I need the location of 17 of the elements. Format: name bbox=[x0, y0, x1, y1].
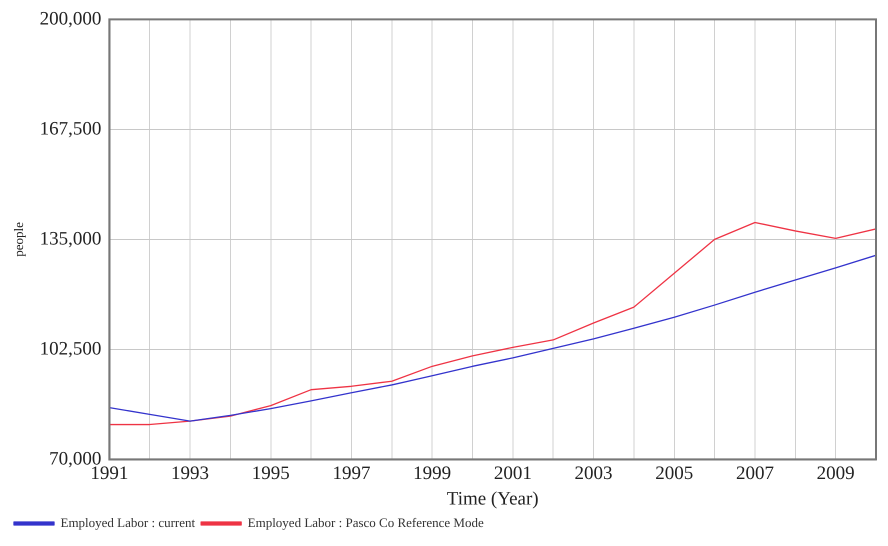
x-tick-label: 2001 bbox=[494, 462, 532, 484]
x-tick-label: 2005 bbox=[655, 462, 694, 484]
legend-label: Employed Labor : Pasco Co Reference Mode bbox=[248, 514, 484, 530]
legend-label: Employed Labor : current bbox=[60, 514, 196, 530]
x-tick-label: 2009 bbox=[816, 462, 855, 484]
x-tick-label: 1999 bbox=[413, 462, 452, 484]
y-tick-label: 102,500 bbox=[40, 338, 102, 360]
y-tick-label: 200,000 bbox=[40, 8, 102, 30]
y-axis-title: people bbox=[11, 222, 26, 257]
x-tick-label: 1995 bbox=[252, 462, 290, 484]
x-axis-title: Time (Year) bbox=[446, 488, 539, 510]
x-tick-label: 2003 bbox=[574, 462, 613, 484]
y-tick-label: 167,500 bbox=[40, 118, 102, 140]
y-tick-label: 135,000 bbox=[40, 228, 102, 250]
x-tick-label: 1997 bbox=[332, 462, 370, 484]
x-tick-label: 2007 bbox=[736, 462, 774, 484]
x-tick-label: 1993 bbox=[171, 462, 210, 484]
